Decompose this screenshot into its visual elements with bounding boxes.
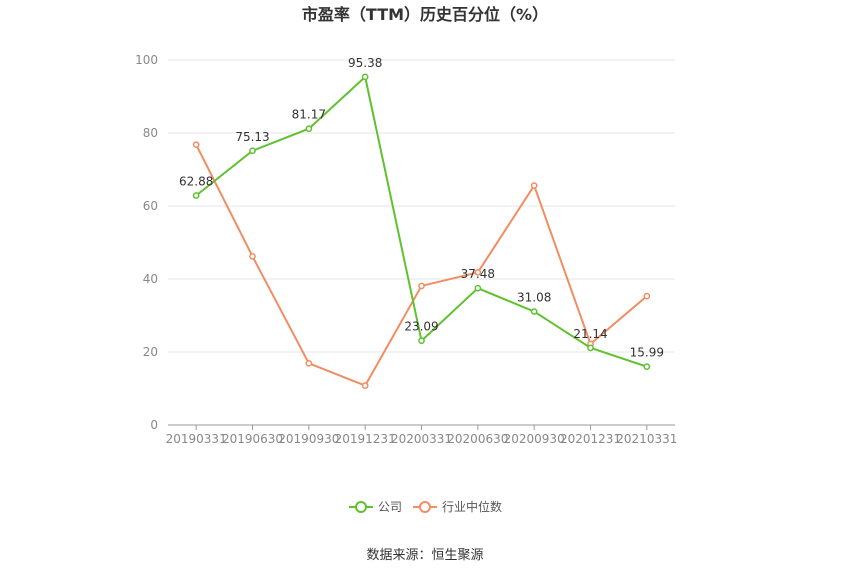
y-tick-label: 100 bbox=[135, 53, 158, 67]
data-point bbox=[192, 192, 200, 199]
data-point bbox=[418, 282, 425, 290]
data-point bbox=[587, 344, 594, 352]
data-label: 95.38 bbox=[348, 56, 382, 70]
data-point bbox=[530, 308, 538, 315]
legend-label: 公司 bbox=[378, 500, 402, 514]
data-label: 75.13 bbox=[235, 130, 269, 144]
source-text: 数据来源：恒生聚源 bbox=[366, 548, 483, 563]
data-point bbox=[361, 73, 369, 81]
data-point bbox=[249, 147, 256, 155]
data-point bbox=[192, 141, 200, 149]
data-point bbox=[643, 363, 651, 370]
data-label: 15.99 bbox=[630, 346, 664, 360]
data-label: 31.08 bbox=[517, 291, 551, 305]
grid bbox=[168, 59, 675, 353]
series-layer bbox=[192, 73, 651, 389]
data-label: 81.17 bbox=[292, 108, 326, 122]
legend-item-1[interactable]: 行业中位数 bbox=[413, 499, 502, 514]
y-tick-label: 0 bbox=[150, 418, 158, 432]
data-point bbox=[530, 182, 538, 189]
data-point bbox=[249, 253, 256, 260]
x-tick-label: 20200630 bbox=[447, 432, 508, 446]
data-label: 23.09 bbox=[404, 320, 438, 334]
data-point bbox=[643, 292, 651, 300]
data-label: 21.14 bbox=[573, 327, 607, 341]
data-point bbox=[361, 382, 369, 389]
x-tick-label: 20210331 bbox=[616, 432, 677, 446]
x-tick-label: 20191231 bbox=[335, 432, 396, 446]
y-tick-label: 20 bbox=[143, 345, 158, 359]
x-axis: 2019033120190630201909302019123120200331… bbox=[166, 424, 677, 446]
data-point bbox=[305, 125, 313, 133]
series-line-1 bbox=[195, 144, 648, 387]
x-tick-label: 20190630 bbox=[222, 432, 283, 446]
legend-marker bbox=[355, 501, 367, 513]
data-point bbox=[305, 359, 313, 367]
data-point bbox=[474, 284, 482, 292]
legend-item-0[interactable]: 公司 bbox=[349, 500, 402, 514]
y-tick-label: 40 bbox=[143, 272, 158, 286]
data-label: 37.48 bbox=[461, 267, 495, 281]
x-tick-label: 20201231 bbox=[560, 432, 621, 446]
y-tick-label: 60 bbox=[143, 199, 158, 213]
x-tick-label: 20200331 bbox=[391, 432, 452, 446]
x-tick-label: 20190331 bbox=[166, 432, 227, 446]
x-tick-label: 20190930 bbox=[278, 432, 339, 446]
data-point bbox=[418, 337, 425, 345]
legend[interactable]: 公司 行业中位数 bbox=[349, 499, 502, 514]
y-tick-label: 80 bbox=[143, 126, 158, 140]
chart-title: 市盈率（TTM）历史百分位（%） bbox=[302, 5, 548, 24]
data-label: 62.88 bbox=[179, 174, 213, 188]
data-labels: 62.88 75.13 81.17 95.38 23.09 37.48 31.08 21.14… bbox=[179, 56, 664, 360]
x-tick-label: 20200930 bbox=[504, 432, 565, 446]
data-point bbox=[474, 269, 482, 276]
legend-label: 行业中位数 bbox=[442, 499, 502, 514]
y-axis: 0 20 40 60 80 100 bbox=[135, 53, 158, 432]
legend-marker bbox=[419, 501, 431, 513]
